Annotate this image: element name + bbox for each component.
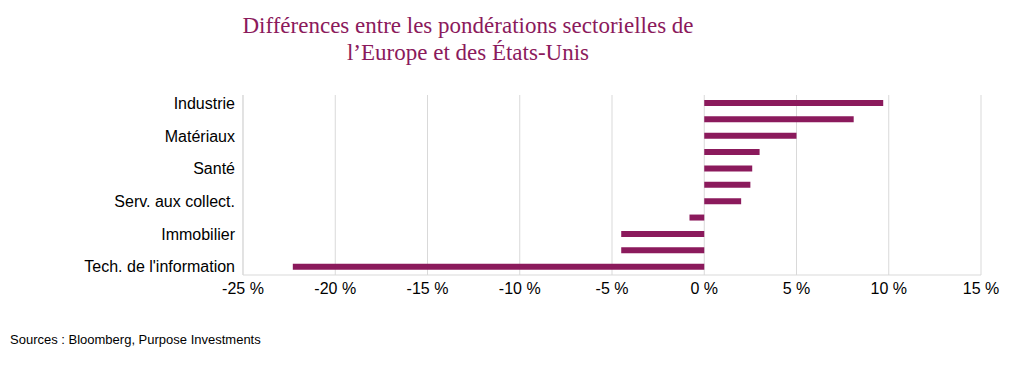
svg-text:Serv. aux collect.: Serv. aux collect. (114, 193, 235, 210)
svg-text:-25 %: -25 % (222, 280, 264, 297)
svg-text:Immobilier: Immobilier (161, 226, 235, 243)
html-text:Sources : Bloomberg, Purpose I: Sources : Bloomberg, Purpose Investments (10, 332, 261, 347)
svg-text:-5 %: -5 % (596, 280, 629, 297)
svg-text:Tech. de l'information: Tech. de l'information (84, 258, 235, 275)
svg-text:5 %: 5 % (783, 280, 811, 297)
svg-text:Santé: Santé (193, 160, 235, 177)
svg-text:10 %: 10 % (871, 280, 907, 297)
svg-text:-15 %: -15 % (407, 280, 449, 297)
svg-text:-20 %: -20 % (314, 280, 356, 297)
svg-text:15 %: 15 % (963, 280, 999, 297)
html-text:Différences entre les pondérat: Différences entre les pondérations secto… (242, 13, 694, 65)
svg-text:Industrie: Industrie (174, 95, 235, 112)
svg-text:0 %: 0 % (690, 280, 718, 297)
svg-text:-10 %: -10 % (499, 280, 541, 297)
svg-text:Matériaux: Matériaux (165, 128, 235, 145)
